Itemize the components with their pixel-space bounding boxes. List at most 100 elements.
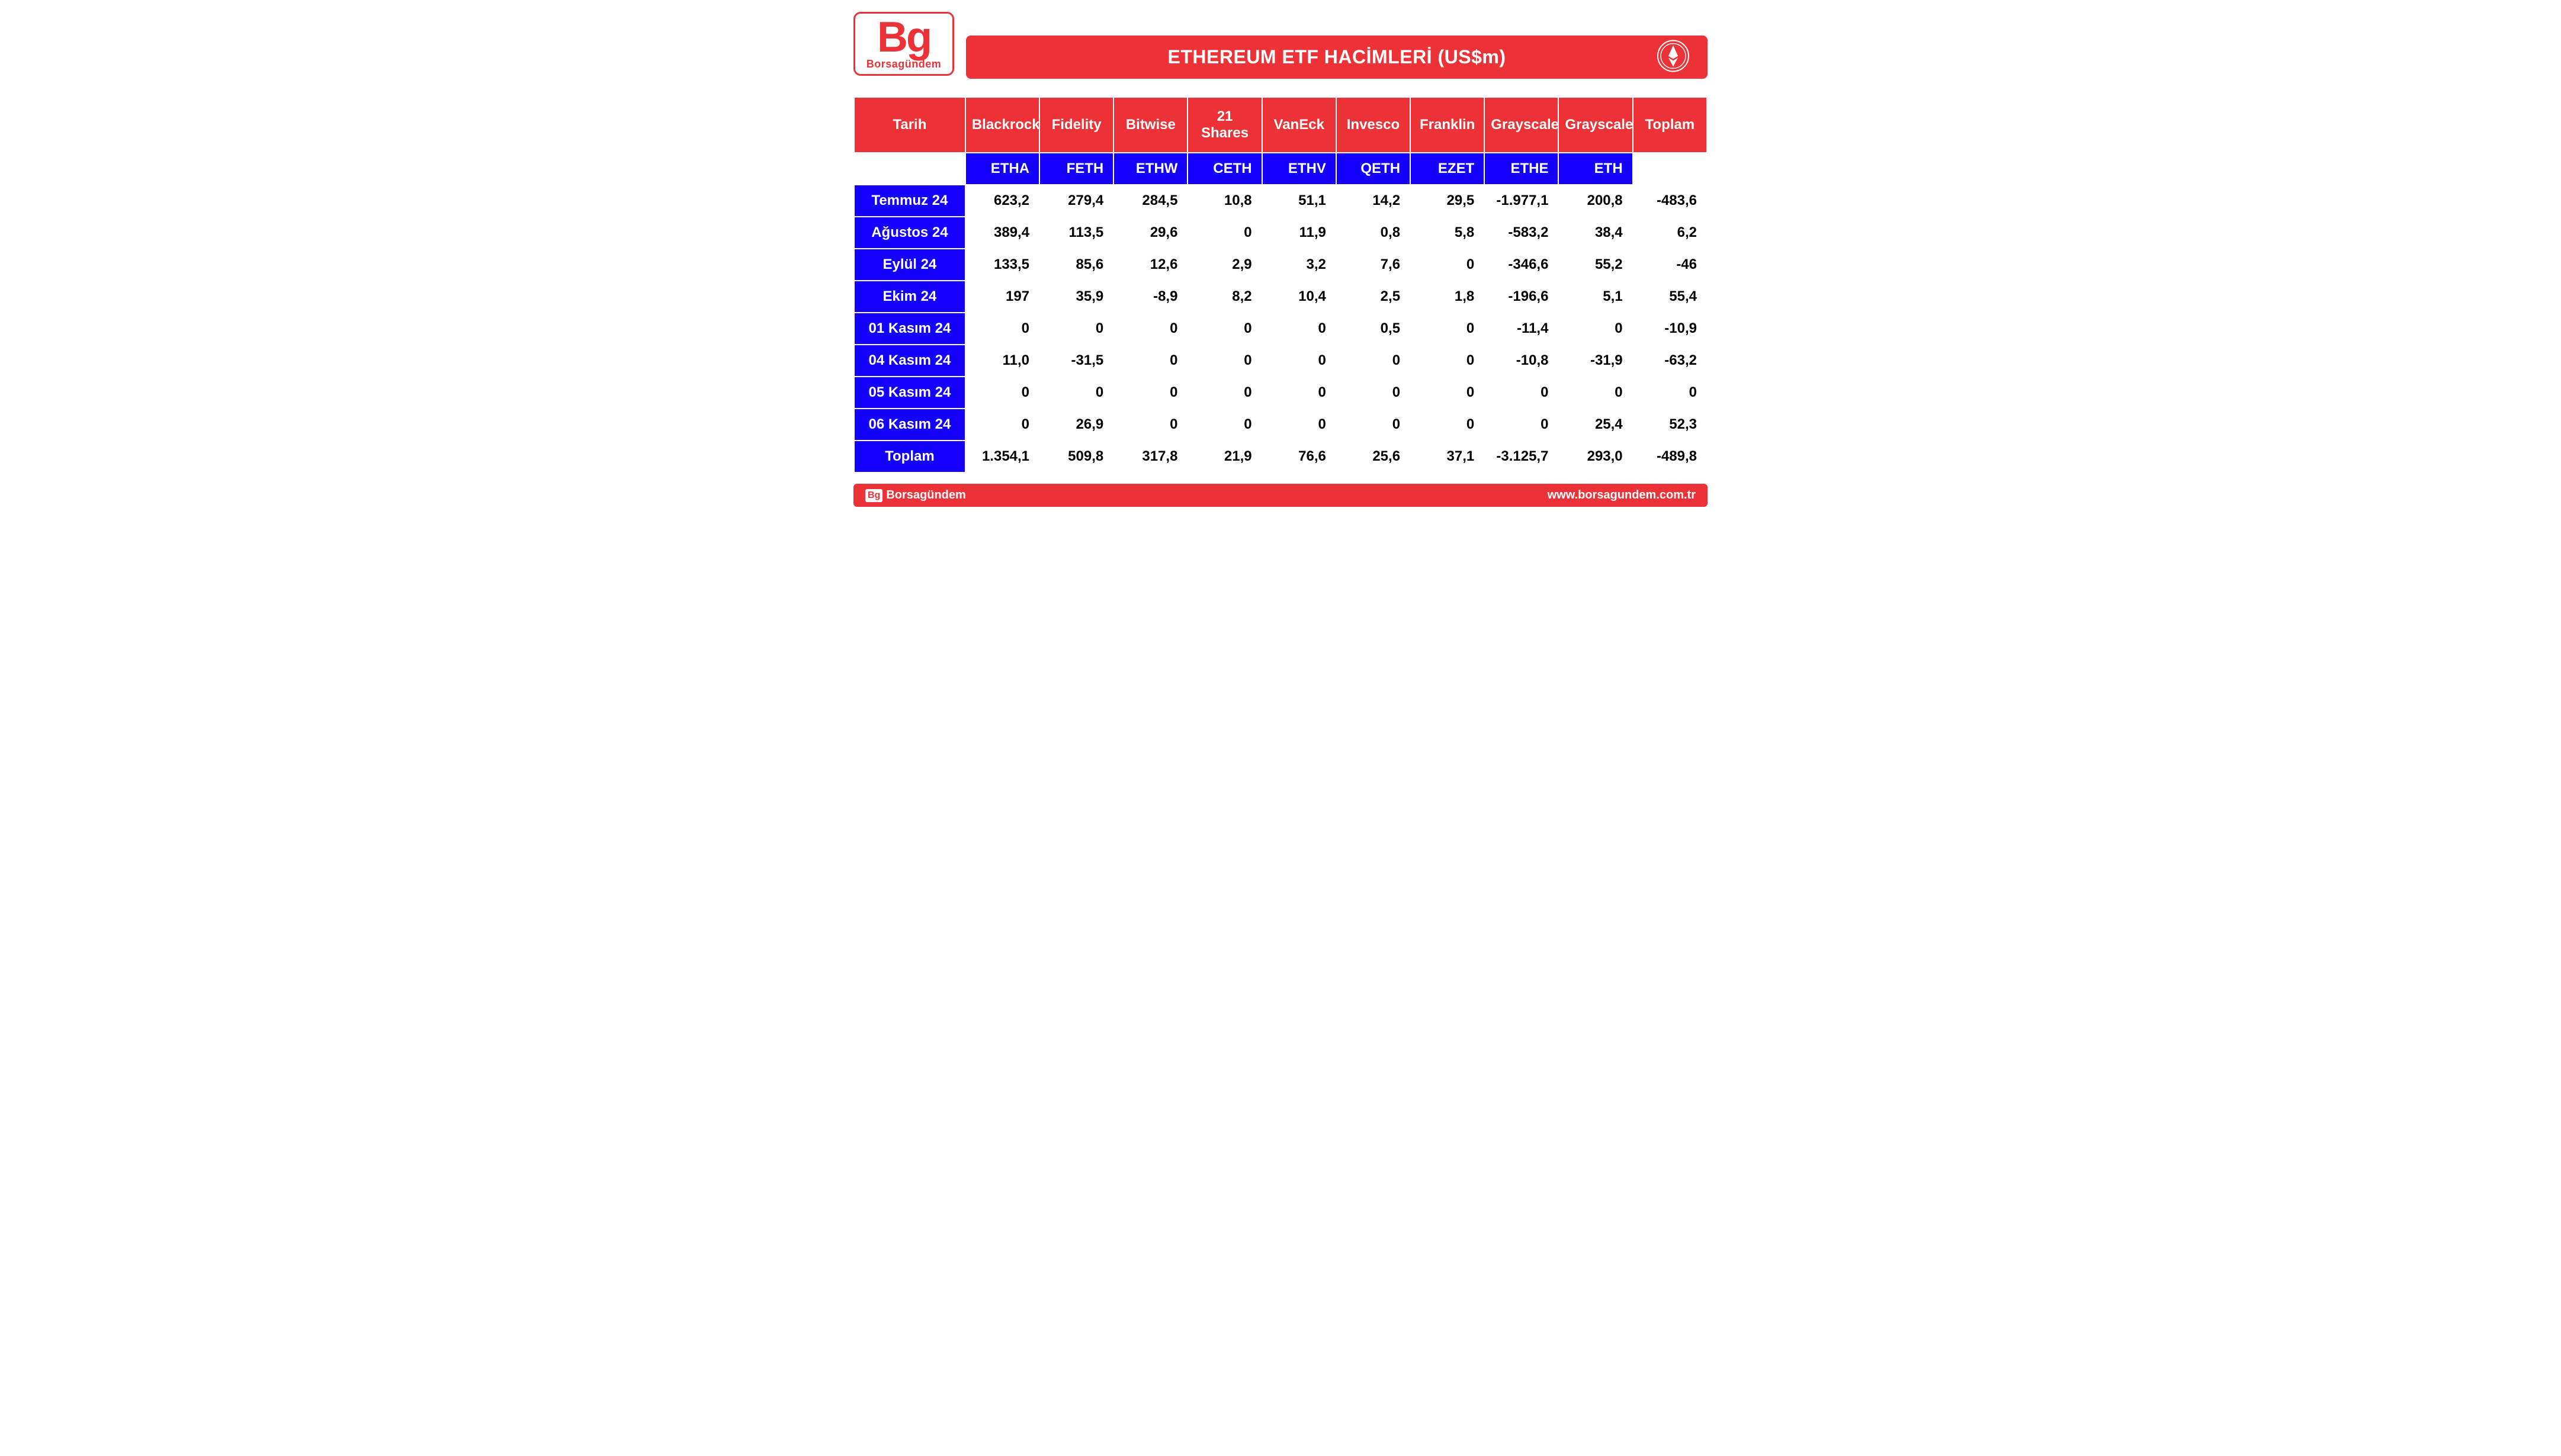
value-cell: 10,8 (1188, 185, 1262, 217)
table-row: Ağustos 24389,4113,529,6011,90,85,8-583,… (854, 217, 1707, 249)
ticker-header-row: ETHA FETH ETHW CETH ETHV QETH EZET ETHE … (854, 153, 1707, 185)
title-bar: ETHEREUM ETF HACİMLERİ (US$m) (966, 36, 1708, 79)
value-cell: 0 (965, 409, 1039, 441)
value-cell: -1.977,1 (1484, 185, 1558, 217)
value-cell: 29,5 (1410, 185, 1484, 217)
value-cell: 0 (1113, 409, 1188, 441)
value-cell: 1.354,1 (965, 441, 1039, 473)
value-cell: 0 (1410, 313, 1484, 345)
col-header-provider: Bitwise (1113, 97, 1188, 153)
value-cell: 0 (1113, 345, 1188, 377)
value-cell: 0 (1558, 377, 1632, 409)
value-cell: 2,9 (1188, 249, 1262, 281)
value-cell: 0,8 (1336, 217, 1410, 249)
footer-brand-text: Borsagündem (886, 488, 965, 502)
total-cell: -10,9 (1633, 313, 1707, 345)
col-header-provider: Fidelity (1039, 97, 1113, 153)
value-cell: 509,8 (1039, 441, 1113, 473)
value-cell: 8,2 (1188, 281, 1262, 313)
date-cell: Eylül 24 (854, 249, 965, 281)
total-cell: -483,6 (1633, 185, 1707, 217)
value-cell: 133,5 (965, 249, 1039, 281)
table-body: Temmuz 24623,2279,4284,510,851,114,229,5… (854, 185, 1707, 473)
col-header-provider: Invesco (1336, 97, 1410, 153)
value-cell: 0 (1558, 313, 1632, 345)
value-cell: 0 (1113, 377, 1188, 409)
value-cell: 55,2 (1558, 249, 1632, 281)
table-row: Ekim 2419735,9-8,98,210,42,51,8-196,65,1… (854, 281, 1707, 313)
table-row: 06 Kasım 24026,900000025,452,3 (854, 409, 1707, 441)
total-cell: -489,8 (1633, 441, 1707, 473)
value-cell: 0 (1410, 377, 1484, 409)
value-cell: 0 (1113, 313, 1188, 345)
value-cell: 623,2 (965, 185, 1039, 217)
value-cell: 21,9 (1188, 441, 1262, 473)
value-cell: 37,1 (1410, 441, 1484, 473)
col-header-ticker: QETH (1336, 153, 1410, 185)
table-row: 04 Kasım 2411,0-31,500000-10,8-31,9-63,2 (854, 345, 1707, 377)
value-cell: -31,5 (1039, 345, 1113, 377)
value-cell: -8,9 (1113, 281, 1188, 313)
value-cell: 0 (1262, 409, 1336, 441)
total-cell: 6,2 (1633, 217, 1707, 249)
col-header-ticker: EZET (1410, 153, 1484, 185)
value-cell: 14,2 (1336, 185, 1410, 217)
logo-letter-b: B (877, 14, 906, 61)
value-cell: 10,4 (1262, 281, 1336, 313)
col-header-ticker: ETH (1558, 153, 1632, 185)
col-header-ticker: ETHA (965, 153, 1039, 185)
value-cell: -583,2 (1484, 217, 1558, 249)
value-cell: 0 (1410, 409, 1484, 441)
logo-mark: Bg (862, 18, 945, 57)
value-cell: 0 (1039, 377, 1113, 409)
value-cell: 0 (1262, 313, 1336, 345)
col-header-provider: 21 Shares (1188, 97, 1262, 153)
value-cell: -10,8 (1484, 345, 1558, 377)
value-cell: 113,5 (1039, 217, 1113, 249)
col-header-ticker: ETHV (1262, 153, 1336, 185)
etf-table: Tarih Blackrock Fidelity Bitwise 21 Shar… (853, 97, 1708, 473)
ticker-blank (854, 153, 965, 185)
value-cell: 0 (1262, 345, 1336, 377)
date-cell: 01 Kasım 24 (854, 313, 965, 345)
col-header-ticker: ETHE (1484, 153, 1558, 185)
value-cell: 0 (1336, 409, 1410, 441)
date-cell: 06 Kasım 24 (854, 409, 965, 441)
footer-bar: Bg Borsagündem www.borsagundem.com.tr (853, 484, 1708, 507)
col-header-ticker: CETH (1188, 153, 1262, 185)
value-cell: 11,0 (965, 345, 1039, 377)
value-cell: 76,6 (1262, 441, 1336, 473)
col-header-provider: Blackrock (965, 97, 1039, 153)
col-header-ticker: ETHW (1113, 153, 1188, 185)
value-cell: 0 (1188, 345, 1262, 377)
value-cell: 0 (1336, 377, 1410, 409)
date-cell: Ekim 24 (854, 281, 965, 313)
table-row: Toplam1.354,1509,8317,821,976,625,637,1-… (854, 441, 1707, 473)
value-cell: 51,1 (1262, 185, 1336, 217)
total-cell: 0 (1633, 377, 1707, 409)
value-cell: 2,5 (1336, 281, 1410, 313)
value-cell: 0 (1336, 345, 1410, 377)
table-head: Tarih Blackrock Fidelity Bitwise 21 Shar… (854, 97, 1707, 185)
value-cell: 85,6 (1039, 249, 1113, 281)
value-cell: 38,4 (1558, 217, 1632, 249)
value-cell: 0 (1188, 313, 1262, 345)
value-cell: 5,8 (1410, 217, 1484, 249)
value-cell: 284,5 (1113, 185, 1188, 217)
value-cell: 5,1 (1558, 281, 1632, 313)
value-cell: 389,4 (965, 217, 1039, 249)
total-cell: 55,4 (1633, 281, 1707, 313)
value-cell: 11,9 (1262, 217, 1336, 249)
col-header-provider: VanEck (1262, 97, 1336, 153)
value-cell: 35,9 (1039, 281, 1113, 313)
value-cell: 0 (1410, 249, 1484, 281)
value-cell: 0 (965, 313, 1039, 345)
value-cell: 0 (1484, 377, 1558, 409)
value-cell: 1,8 (1410, 281, 1484, 313)
value-cell: 12,6 (1113, 249, 1188, 281)
table-row: 05 Kasım 240000000000 (854, 377, 1707, 409)
col-header-provider: Franklin (1410, 97, 1484, 153)
value-cell: 0 (1188, 217, 1262, 249)
table-row: 01 Kasım 24000000,50-11,40-10,9 (854, 313, 1707, 345)
value-cell: -196,6 (1484, 281, 1558, 313)
